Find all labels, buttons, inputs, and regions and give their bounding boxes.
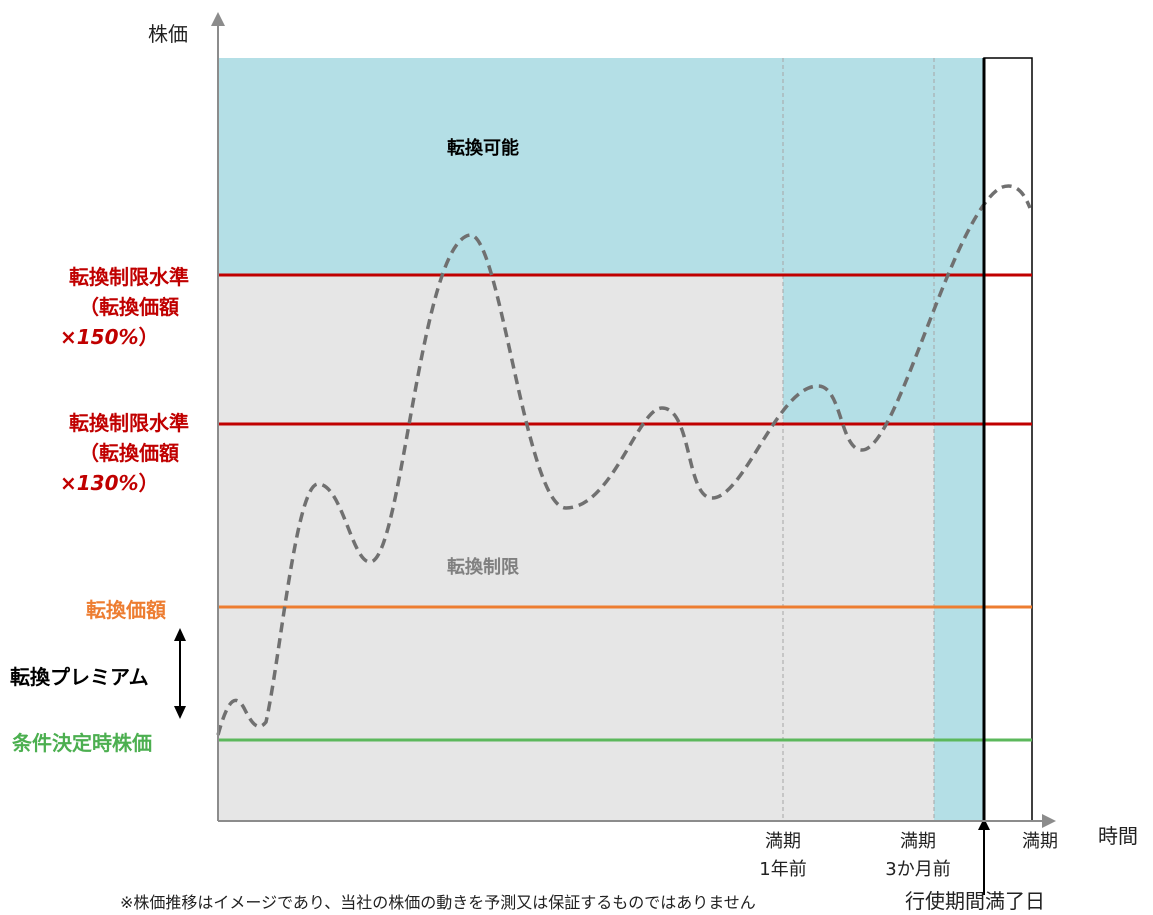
tick-three-months-before: 満期 3か月前	[885, 831, 951, 880]
exercise-end-label: 行使期間満了日	[905, 889, 1045, 913]
y-axis-arrowhead	[211, 12, 225, 26]
post-exercise-zone	[983, 57, 1033, 822]
initial-price-label: 条件決定時株価	[12, 731, 152, 755]
limit-150-label: 転換制限水準 （転換価額 ×150%）	[40, 262, 218, 352]
convertible-zone-label: 転換可能	[447, 138, 519, 159]
stock-price-curve	[216, 184, 1032, 736]
limit-150-basis: （転換価額	[79, 295, 179, 319]
convertible-zone-one-year	[783, 275, 984, 424]
x-axis-label: 時間	[1098, 824, 1138, 848]
tick-one-year-before: 満期 1年前	[759, 831, 807, 880]
limit-150-title: 転換制限水準	[69, 265, 189, 289]
premium-arrow-head-down	[174, 706, 186, 719]
tick-maturity: 満期	[1022, 831, 1058, 852]
premium-arrow-head-up	[174, 628, 186, 641]
disclaimer-note: ※株価推移はイメージであり、当社の株価の動きを予測又は保証するものではありません	[120, 893, 756, 912]
limit-130-basis: （転換価額	[79, 441, 179, 465]
exercise-end-arrow-head	[978, 818, 990, 830]
restricted-zone-label: 転換制限	[447, 557, 519, 578]
x-axis-arrowhead	[1042, 814, 1056, 828]
limit-130-multiplier: ×130%）	[60, 471, 159, 495]
limit-130-title: 転換制限水準	[69, 411, 189, 435]
y-axis-label: 株価	[148, 22, 188, 46]
limit-130-label: 転換制限水準 （転換価額 ×130%）	[40, 408, 218, 498]
premium-label: 転換プレミアム	[10, 665, 149, 689]
limit-150-multiplier: ×150%）	[60, 325, 159, 349]
convertible-zone-three-months	[934, 424, 984, 821]
convertible-zone-top	[218, 58, 984, 275]
conversion-price-label: 転換価額	[86, 598, 166, 622]
